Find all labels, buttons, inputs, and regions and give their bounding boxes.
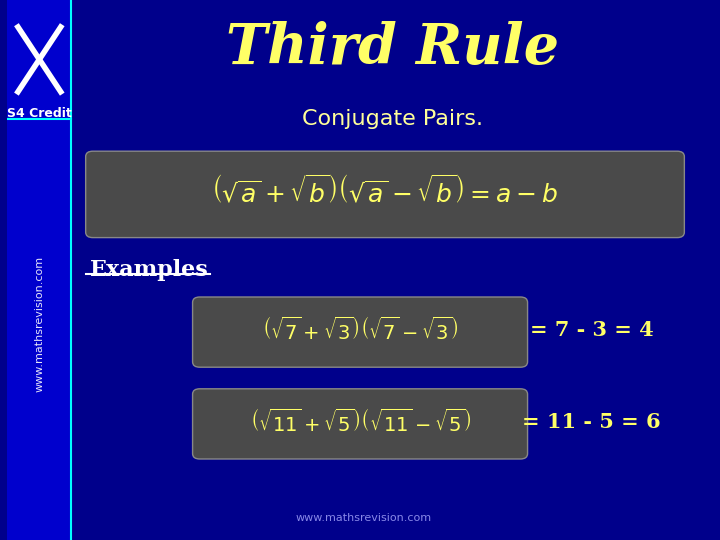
FancyBboxPatch shape: [192, 389, 528, 459]
Text: www.mathsrevision.com: www.mathsrevision.com: [35, 256, 45, 392]
Text: www.mathsrevision.com: www.mathsrevision.com: [296, 514, 432, 523]
Text: Examples: Examples: [91, 259, 210, 281]
Text: $\left(\sqrt{7}+\sqrt{3}\right)\left(\sqrt{7}-\sqrt{3}\right)$: $\left(\sqrt{7}+\sqrt{3}\right)\left(\sq…: [262, 317, 458, 344]
Text: S4 Credit: S4 Credit: [7, 107, 72, 120]
Text: = 11 - 5 = 6: = 11 - 5 = 6: [523, 412, 661, 433]
FancyBboxPatch shape: [7, 0, 71, 540]
Text: = 7 - 3 = 4: = 7 - 3 = 4: [530, 320, 654, 341]
Text: $\left(\sqrt{a}+\sqrt{b}\right)\left(\sqrt{a}-\sqrt{b}\right)=a-b$: $\left(\sqrt{a}+\sqrt{b}\right)\left(\sq…: [212, 175, 559, 208]
FancyBboxPatch shape: [192, 297, 528, 367]
Text: $\left(\sqrt{11}+\sqrt{5}\right)\left(\sqrt{11}-\sqrt{5}\right)$: $\left(\sqrt{11}+\sqrt{5}\right)\left(\s…: [250, 409, 471, 436]
Text: Conjugate Pairs.: Conjugate Pairs.: [302, 109, 482, 129]
FancyBboxPatch shape: [86, 151, 685, 238]
Text: Third Rule: Third Rule: [225, 21, 559, 76]
